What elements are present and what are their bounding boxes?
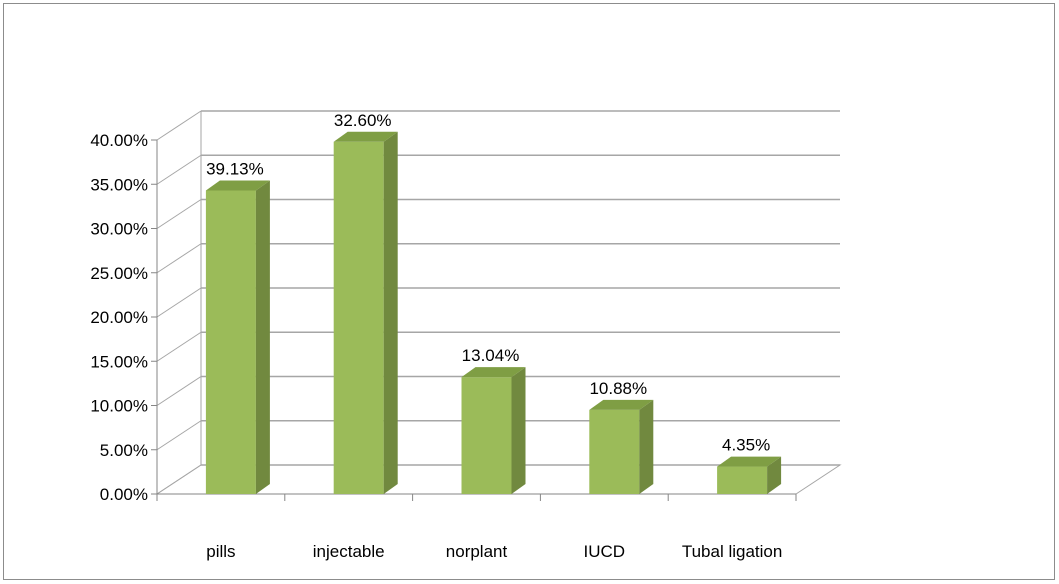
data-labels: 39.13% 32.60% 13.04% 10.88% 4.35% [206,111,770,455]
data-label: 4.35% [722,436,770,455]
data-label: 32.60% [334,111,392,130]
y-axis: 0.00% 5.00% 10.00% 15.00% 20.00% 25.00% 30.00%… [90,131,158,504]
x-category-label: Tubal ligation [682,542,783,561]
bar-side [255,180,270,494]
y-tick-label: 35.00% [90,175,148,194]
bar-side [639,399,654,494]
bar-front [717,466,768,494]
data-label: 13.04% [462,346,520,365]
gridline-side [156,243,202,274]
y-tick-label: 40.00% [90,131,148,150]
gridline-side [156,154,202,185]
bar-front [589,409,640,494]
bar-side [767,456,782,494]
y-tick-label: 15.00% [90,352,148,371]
gridline-side [156,376,202,406]
bar [333,131,398,494]
bar-front [333,141,384,494]
gridline-side [156,331,202,362]
bar [717,456,782,494]
gridline-side [156,199,202,229]
chart-area: 0.00% 5.00% 10.00% 15.00% 20.00% 25.00% 30.00%… [3,3,1055,580]
x-category-label: pills [206,542,235,561]
bar-top [333,131,398,142]
gridline-side [156,420,202,451]
bar-top [717,456,782,467]
y-tick-label: 10.00% [90,397,148,416]
bars [205,131,782,494]
x-category-label: IUCD [584,542,626,561]
y-tick-label: 20.00% [90,308,148,327]
bar [589,399,654,494]
x-category-label: injectable [313,542,385,561]
bar-top [589,399,654,410]
y-tick-label: 0.00% [100,485,148,504]
y-tick-label: 25.00% [90,264,148,283]
bar-top [205,180,270,191]
gridline-side [156,287,202,318]
data-label: 10.88% [589,379,647,398]
data-label: 39.13% [206,159,264,178]
x-axis: pills injectable norplant IUCD Tubal ligatio… [156,493,797,561]
y-tick-label: 30.00% [90,220,148,239]
bar-side [383,131,398,494]
gridline-side [156,464,202,495]
x-category-label: norplant [446,542,508,561]
bar-top [461,367,526,378]
bar-front [205,190,256,494]
y-tick-label: 5.00% [100,441,148,460]
gridline-side [156,110,202,141]
bar [205,180,270,494]
bar-front [461,377,512,494]
bar [461,367,526,494]
bar-side [511,367,526,494]
bar-chart: 0.00% 5.00% 10.00% 15.00% 20.00% 25.00% 30.00%… [90,110,842,561]
